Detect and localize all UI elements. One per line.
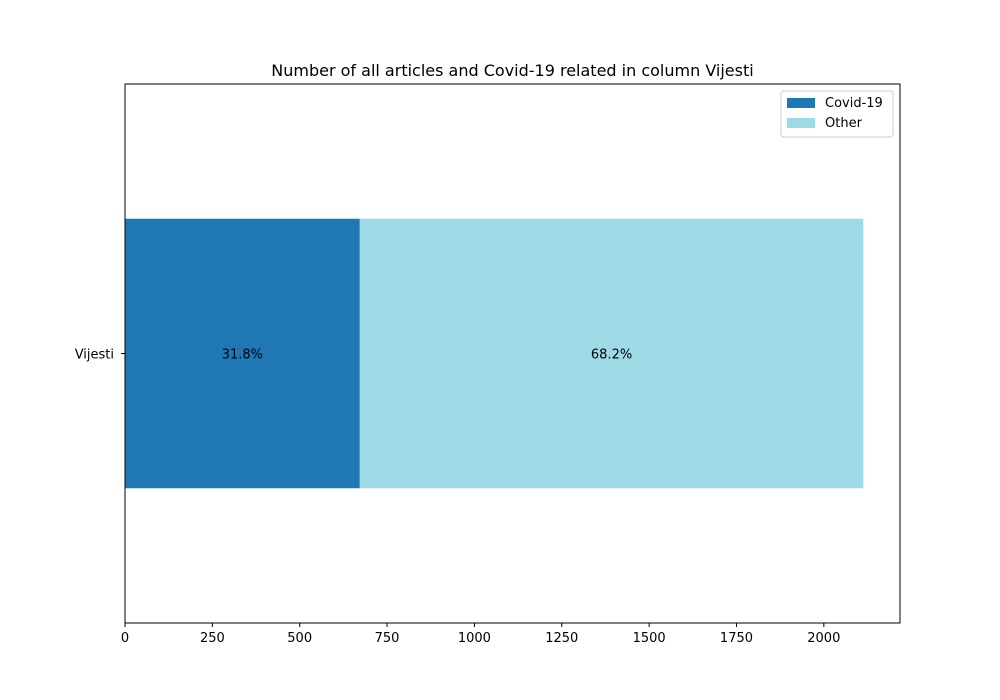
- legend: Covid-19 Other: [780, 90, 894, 138]
- legend-label: Other: [825, 116, 863, 131]
- legend-swatch: [787, 118, 815, 128]
- bar-labels-group: 31.8% 68.2%: [222, 348, 632, 363]
- y-tick-label: Vijesti: [75, 348, 114, 363]
- bar-value-label: 31.8%: [222, 348, 263, 363]
- chart-title: Number of all articles and Covid-19 rela…: [271, 61, 753, 80]
- x-tick-label: 250: [200, 631, 225, 646]
- x-tick-label: 1750: [720, 631, 753, 646]
- x-tick-label: 0: [121, 631, 129, 646]
- x-tick-label: 2000: [807, 631, 840, 646]
- x-tick-label: 500: [287, 631, 312, 646]
- y-axis: Vijesti: [75, 348, 125, 363]
- legend-swatch: [787, 98, 815, 108]
- bars-group: [125, 218, 864, 489]
- bar-value-label: 68.2%: [591, 348, 632, 363]
- bar-covid-19: [125, 218, 360, 489]
- x-axis: 0 250 500 750 1000 1250 1500 1750 2000: [121, 623, 840, 646]
- legend-label: Covid-19: [825, 96, 883, 111]
- x-tick-label: 1250: [545, 631, 578, 646]
- x-tick-label: 1000: [458, 631, 491, 646]
- legend-items: Covid-19 Other: [787, 96, 883, 131]
- bar-other: [359, 218, 864, 489]
- x-tick-label: 1500: [633, 631, 666, 646]
- x-tick-label: 750: [375, 631, 400, 646]
